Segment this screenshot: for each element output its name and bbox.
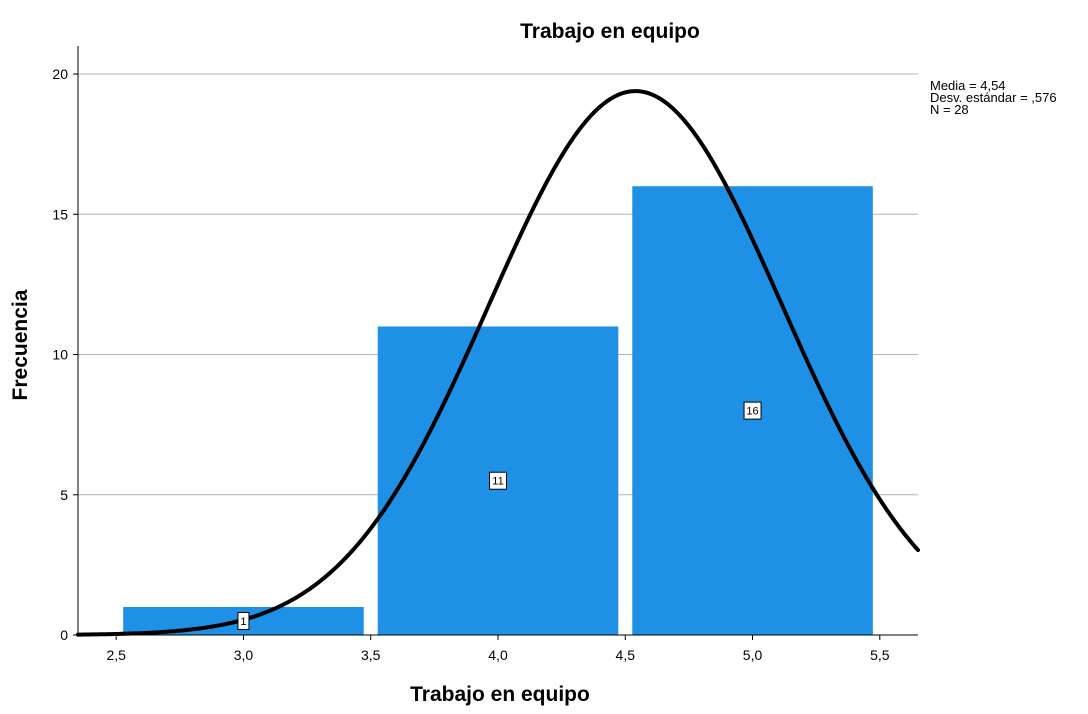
chart-title: Trabajo en equipo xyxy=(520,20,700,43)
x-tick-label-0: 2,5 xyxy=(106,647,126,663)
x-tick-label-6: 5,5 xyxy=(870,647,890,663)
normal-curve-path xyxy=(76,89,920,637)
x-tick-label-4: 4,5 xyxy=(616,647,636,663)
x-tick-label-1: 3,0 xyxy=(234,647,254,663)
bar-label-2: 16 xyxy=(746,406,758,418)
bar-label-1: 11 xyxy=(492,476,503,488)
stats-line-2: N = 28 xyxy=(930,102,969,117)
y-axis-title: Frecuencia xyxy=(9,289,32,400)
x-tick-label-3: 4,0 xyxy=(488,647,508,663)
y-tick-label-3: 15 xyxy=(52,206,68,222)
bar-label-box-2 xyxy=(743,401,762,420)
y-tick-label-1: 5 xyxy=(60,487,68,503)
bar-label-box-0 xyxy=(237,611,250,630)
bar-label-box-1 xyxy=(489,471,507,490)
x-tick-label-5: 5,0 xyxy=(743,647,763,663)
y-tick-label-2: 10 xyxy=(52,347,68,363)
x-tick-label-2: 3,5 xyxy=(361,647,381,663)
stats-line-0: Media = 4,54 xyxy=(930,78,1006,93)
stats-line-1: Desv. estándar = ,576 xyxy=(930,90,1057,105)
normal-curve xyxy=(76,89,920,637)
tick-labels: 2,5 3,0 3,5 4,0 4,5 5,0 5,5 0 5 10 15 20 xyxy=(52,66,889,663)
y-tick-label-4: 20 xyxy=(52,66,68,82)
bar-label-0: 1 xyxy=(240,616,246,628)
x-axis-title: Trabajo en equipo xyxy=(410,683,590,706)
y-tick-label-0: 0 xyxy=(60,627,68,643)
